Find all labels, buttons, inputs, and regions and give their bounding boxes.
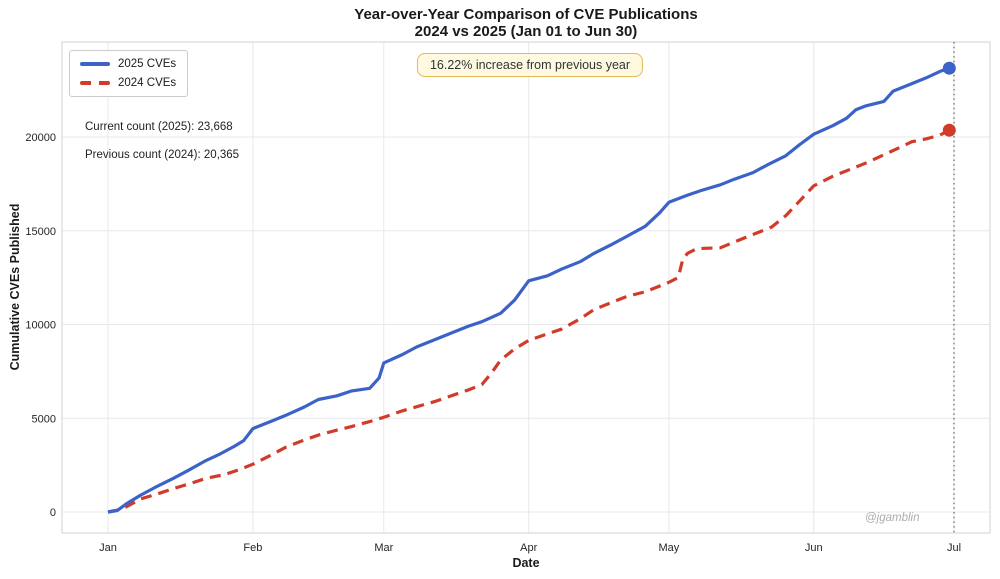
x-axis-title: Date [512,556,540,570]
increase-annotation: 16.22% increase from previous year [416,53,644,77]
legend-item-2024: 2024 CVEs [80,77,176,89]
y-tick-label: 0 [50,507,56,519]
x-tick-label: Jan [99,542,117,554]
y-tick-label: 15000 [25,226,56,238]
current-count-text: Current count (2025): 23,668 [85,121,233,133]
x-tick-label: Mar [374,542,393,554]
x-tick-label: Jul [947,542,961,554]
end-marker-dot [942,123,956,137]
y-tick-label: 20000 [25,132,56,144]
legend-item-2025: 2025 CVEs [80,58,176,70]
series-line-2025 cves [107,66,950,514]
x-tick-label: Jun [805,542,823,554]
end-marker-dot [942,61,956,75]
legend: 2025 CVEs 2024 CVEs [69,50,189,97]
chart-title-line1: Year-over-Year Comparison of CVE Publica… [354,6,698,23]
y-tick-label: 5000 [32,413,56,425]
legend-label-2025: 2025 CVEs [118,58,177,70]
y-axis-title: Cumulative CVEs Published [8,203,22,371]
y-tick-label: 10000 [25,320,56,332]
x-tick-label: May [659,542,680,554]
legend-label-2024: 2024 CVEs [118,77,177,89]
series-line-2024 cves [107,128,951,514]
chart-title: Year-over-Year Comparison of CVE Publica… [56,6,996,40]
chart-title-line2: 2024 vs 2025 (Jan 01 to Jun 30) [414,23,638,40]
watermark: @jgamblin [865,512,920,524]
legend-line-2025-icon [80,62,110,66]
previous-count-text: Previous count (2024): 20,365 [85,149,240,161]
x-tick-label: Apr [520,542,537,554]
axes-frame [61,41,991,534]
x-tick-label: Feb [243,542,262,554]
legend-line-2024-icon [80,81,110,85]
